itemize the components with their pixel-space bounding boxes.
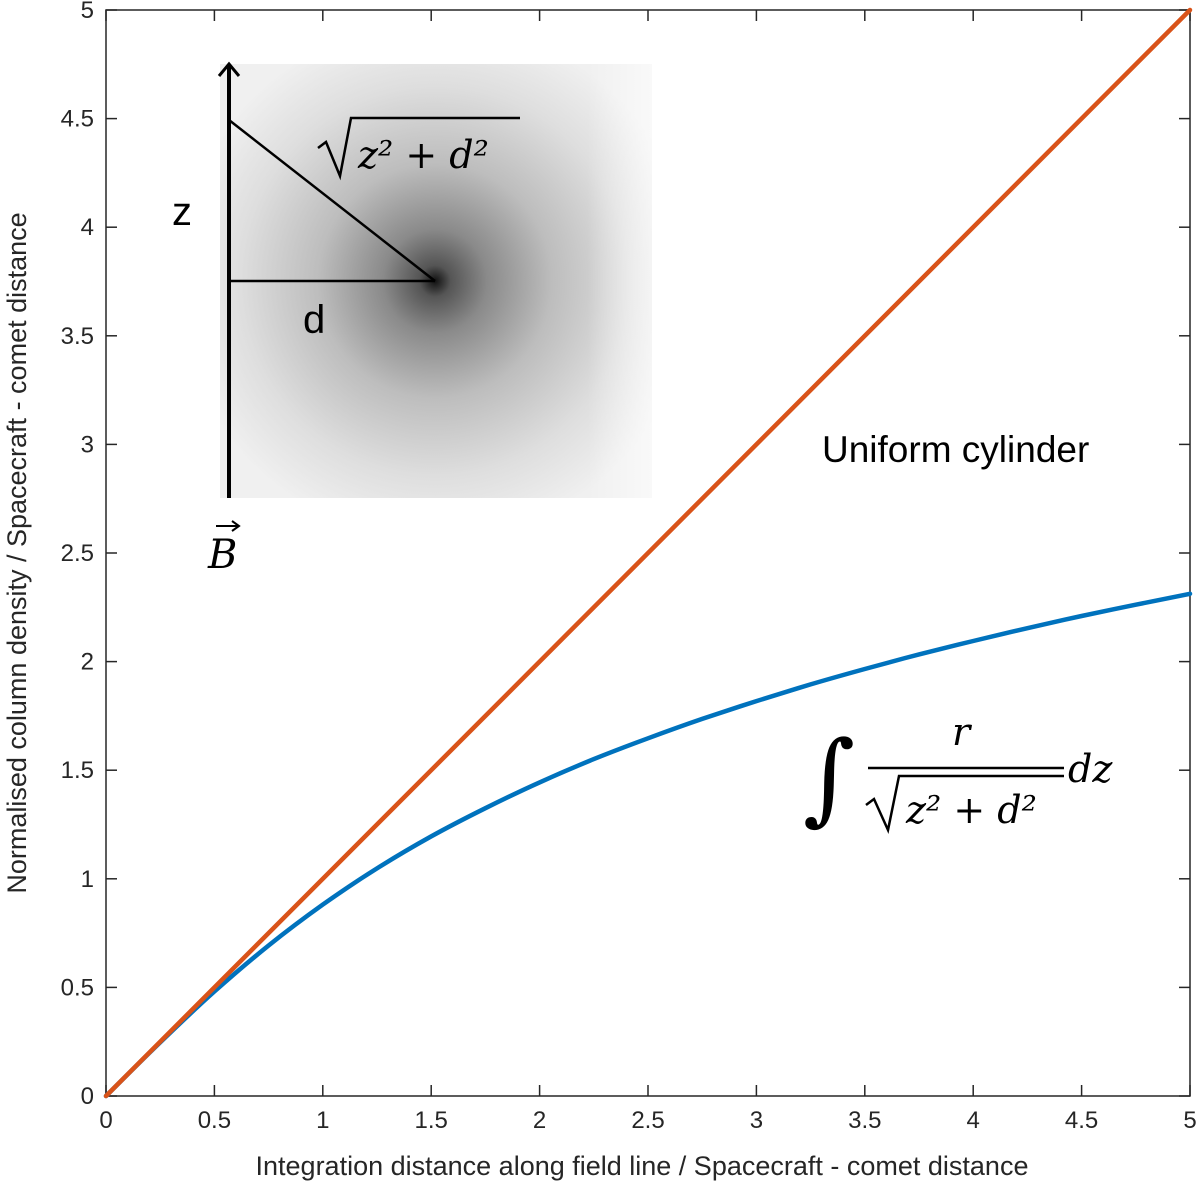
integral-curve-line	[103, 591, 1193, 1099]
y-axis-label: Normalised column density / Spacecraft -…	[2, 212, 32, 893]
y-tick-label: 1.5	[61, 757, 94, 784]
svg-text:r: r	[952, 710, 973, 754]
y-tick-label: 0	[81, 1083, 94, 1110]
series-lines	[103, 7, 1193, 1099]
integral-expression: ∫ r z² + d² dz	[803, 710, 1113, 836]
sqrt-expression: z² + d²	[317, 116, 520, 181]
x-tick-label: 0.5	[198, 1107, 231, 1134]
comet-inset: z d B z² + d²	[172, 61, 652, 578]
d-label: d	[303, 298, 325, 342]
y-tick-label: 4	[81, 214, 94, 241]
svg-text:B: B	[207, 532, 237, 578]
x-tick-label: 4.5	[1065, 1107, 1098, 1134]
x-tick-label: 2	[533, 1107, 546, 1134]
svg-text:dz: dz	[1068, 747, 1113, 791]
z-label: z	[172, 190, 192, 234]
svg-text:z² + d²: z² + d²	[905, 788, 1037, 832]
x-tick-label: 3.5	[848, 1107, 881, 1134]
b-vector-label: B	[207, 520, 241, 578]
x-tick-label: 1	[316, 1107, 329, 1134]
x-tick-label: 5	[1183, 1107, 1196, 1134]
y-tick-label: 5	[81, 0, 94, 24]
svg-text:z² + d²: z² + d²	[357, 133, 489, 177]
y-tick-label: 3	[81, 431, 94, 458]
y-tick-label: 4.5	[61, 106, 94, 133]
y-tick-label: 2.5	[61, 540, 94, 567]
b-field-arrowhead	[217, 61, 241, 77]
x-tick-label: 1.5	[415, 1107, 448, 1134]
x-tick-label: 2.5	[631, 1107, 664, 1134]
y-tick-label: 0.5	[61, 974, 94, 1001]
x-tick-label: 0	[99, 1107, 112, 1134]
x-tick-label: 3	[750, 1107, 763, 1134]
x-tick-label: 4	[967, 1107, 980, 1134]
y-tick-labels: 0 0.5 1 1.5 2 2.5 3 3.5 4 4.5 5	[61, 0, 94, 1110]
y-tick-label: 3.5	[61, 323, 94, 350]
uniform-cylinder-line	[103, 7, 1193, 1099]
x-axis-label: Integration distance along field line / …	[256, 1151, 1029, 1181]
uniform-cylinder-label: Uniform cylinder	[822, 429, 1089, 470]
axis-ticks	[105, 9, 1191, 1097]
x-tick-labels: 0 0.5 1 1.5 2 2.5 3 3.5 4 4.5 5	[99, 1107, 1196, 1134]
y-tick-label: 1	[81, 866, 94, 893]
y-tick-label: 2	[81, 649, 94, 676]
svg-text:∫: ∫	[803, 719, 855, 836]
hypotenuse-line	[228, 119, 436, 282]
